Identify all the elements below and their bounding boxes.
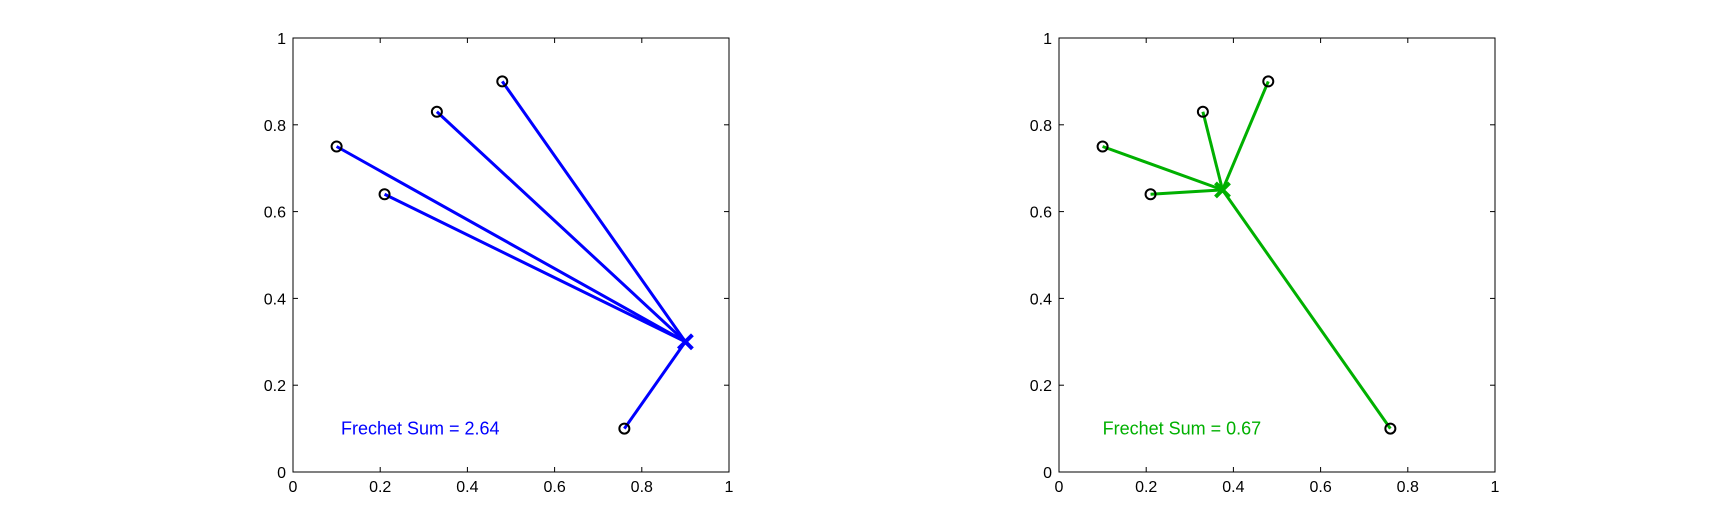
- data-point: [430, 105, 443, 118]
- data-point: [1262, 75, 1275, 88]
- y-tick-label: 0.2: [264, 378, 286, 395]
- x-tick-label: 0.6: [1309, 479, 1331, 496]
- connection-line: [501, 80, 687, 343]
- center-marker: [1214, 181, 1231, 199]
- connection-line: [1221, 80, 1270, 191]
- frechet-sum-annotation: Frechet Sum = 0.67: [1103, 419, 1262, 439]
- center-marker-stroke: [676, 333, 694, 351]
- data-point: [378, 188, 391, 201]
- connection-line: [335, 145, 687, 344]
- x-tick-label: 0: [289, 479, 298, 496]
- chart-panel-2: 0 0.2 0.4 0.6 0.8 1 0 0.2 0.4 0.6 0.8 1 Frechet Sum …: [1030, 31, 1500, 496]
- y-tick-label: 1: [1043, 31, 1052, 48]
- frechet-sum-annotation: Frechet Sum = 2.64: [341, 419, 500, 439]
- y-tick-label: 0: [1043, 465, 1052, 482]
- y-tick-label: 0.6: [264, 205, 286, 222]
- center-marker: [676, 333, 694, 351]
- x-tick-label: 0.4: [1222, 479, 1244, 496]
- connection-line: [1102, 145, 1224, 192]
- x-tick-label: 0.8: [631, 479, 653, 496]
- x-tick-label: 0.4: [456, 479, 478, 496]
- x-tick-label: 0.8: [1397, 479, 1419, 496]
- y-tick-label: 0.2: [1030, 378, 1052, 395]
- axes-box: [1058, 37, 1496, 473]
- connection-line: [623, 340, 687, 430]
- data-point: [1384, 422, 1397, 435]
- data-point: [496, 75, 509, 88]
- y-tick-label: 0.8: [264, 118, 286, 135]
- data-point: [1096, 140, 1109, 153]
- connection-line: [1150, 188, 1223, 196]
- y-tick-label: 1: [277, 31, 286, 48]
- y-tick-label: 0.4: [1030, 291, 1052, 308]
- y-tick-label: 0.6: [1030, 205, 1052, 222]
- x-tick-label: 0.2: [1135, 479, 1157, 496]
- center-marker-stroke: [1214, 181, 1231, 199]
- x-tick-label: 0.2: [369, 479, 391, 496]
- y-tick-label: 0.4: [264, 291, 286, 308]
- connection-line: [1201, 111, 1224, 191]
- y-tick-label: 0: [277, 465, 286, 482]
- x-tick-label: 0: [1055, 479, 1064, 496]
- chart-panel-1: 0 0.2 0.4 0.6 0.8 1 0 0.2 0.4 0.6 0.8 1 Frechet Sum …: [264, 31, 734, 496]
- connection-line: [383, 192, 687, 344]
- x-tick-label: 1: [1491, 479, 1500, 496]
- data-point: [1144, 188, 1157, 201]
- x-tick-label: 1: [725, 479, 734, 496]
- data-point: [330, 140, 343, 153]
- y-tick-label: 0.8: [1030, 118, 1052, 135]
- x-tick-label: 0.6: [543, 479, 565, 496]
- connection-line: [1221, 189, 1392, 430]
- data-point: [618, 422, 631, 435]
- connection-line: [435, 110, 687, 343]
- data-point: [1196, 105, 1209, 118]
